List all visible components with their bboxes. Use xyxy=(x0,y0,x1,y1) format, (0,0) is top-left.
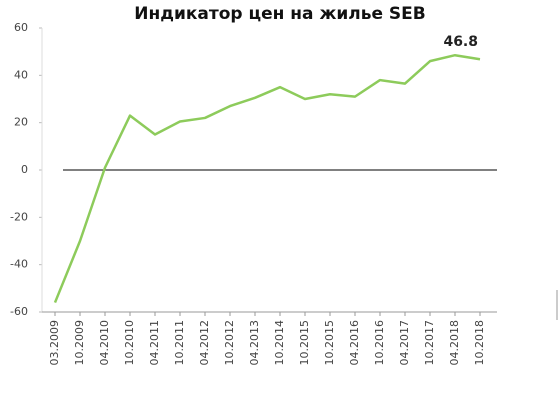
x-tick-label: 04.2016 xyxy=(348,320,361,366)
y-tick-label: -40 xyxy=(10,258,28,271)
x-tick-label: 10.2015 xyxy=(323,320,336,366)
x-tick-label: 10.2014 xyxy=(273,320,286,366)
y-tick-label: 40 xyxy=(14,68,28,81)
x-tick-label: 10.2012 xyxy=(223,320,236,366)
x-tick-label: 04.2013 xyxy=(248,320,261,366)
y-tick-label: 0 xyxy=(21,163,28,176)
data-label: 46.8 xyxy=(443,34,478,50)
y-tick-label: -60 xyxy=(10,305,28,318)
x-tick-label: 10.2017 xyxy=(423,320,436,366)
x-tick-label: 03.2009 xyxy=(48,320,61,366)
x-tick-label: 10.2010 xyxy=(123,320,136,366)
x-tick-label: 10.2018 xyxy=(473,320,486,366)
y-tick-label: -20 xyxy=(10,210,28,223)
x-tick-label: 10.2015 xyxy=(298,320,311,366)
x-tick-label: 04.2010 xyxy=(98,320,111,366)
x-tick-label: 04.2018 xyxy=(448,320,461,366)
x-tick-label: 04.2011 xyxy=(148,320,161,366)
x-tick-label: 04.2012 xyxy=(198,320,211,366)
y-tick-label: 60 xyxy=(14,21,28,34)
line-series xyxy=(53,53,481,304)
x-tick-label: 10.2011 xyxy=(173,320,186,366)
y-tick-label: 20 xyxy=(14,116,28,129)
x-tick-label: 10.2016 xyxy=(373,320,386,366)
x-tick-label: 10.2009 xyxy=(73,320,86,366)
x-tick-label: 04.2017 xyxy=(398,320,411,366)
chart-title: Индикатор цен на жилье SEB xyxy=(134,4,425,24)
